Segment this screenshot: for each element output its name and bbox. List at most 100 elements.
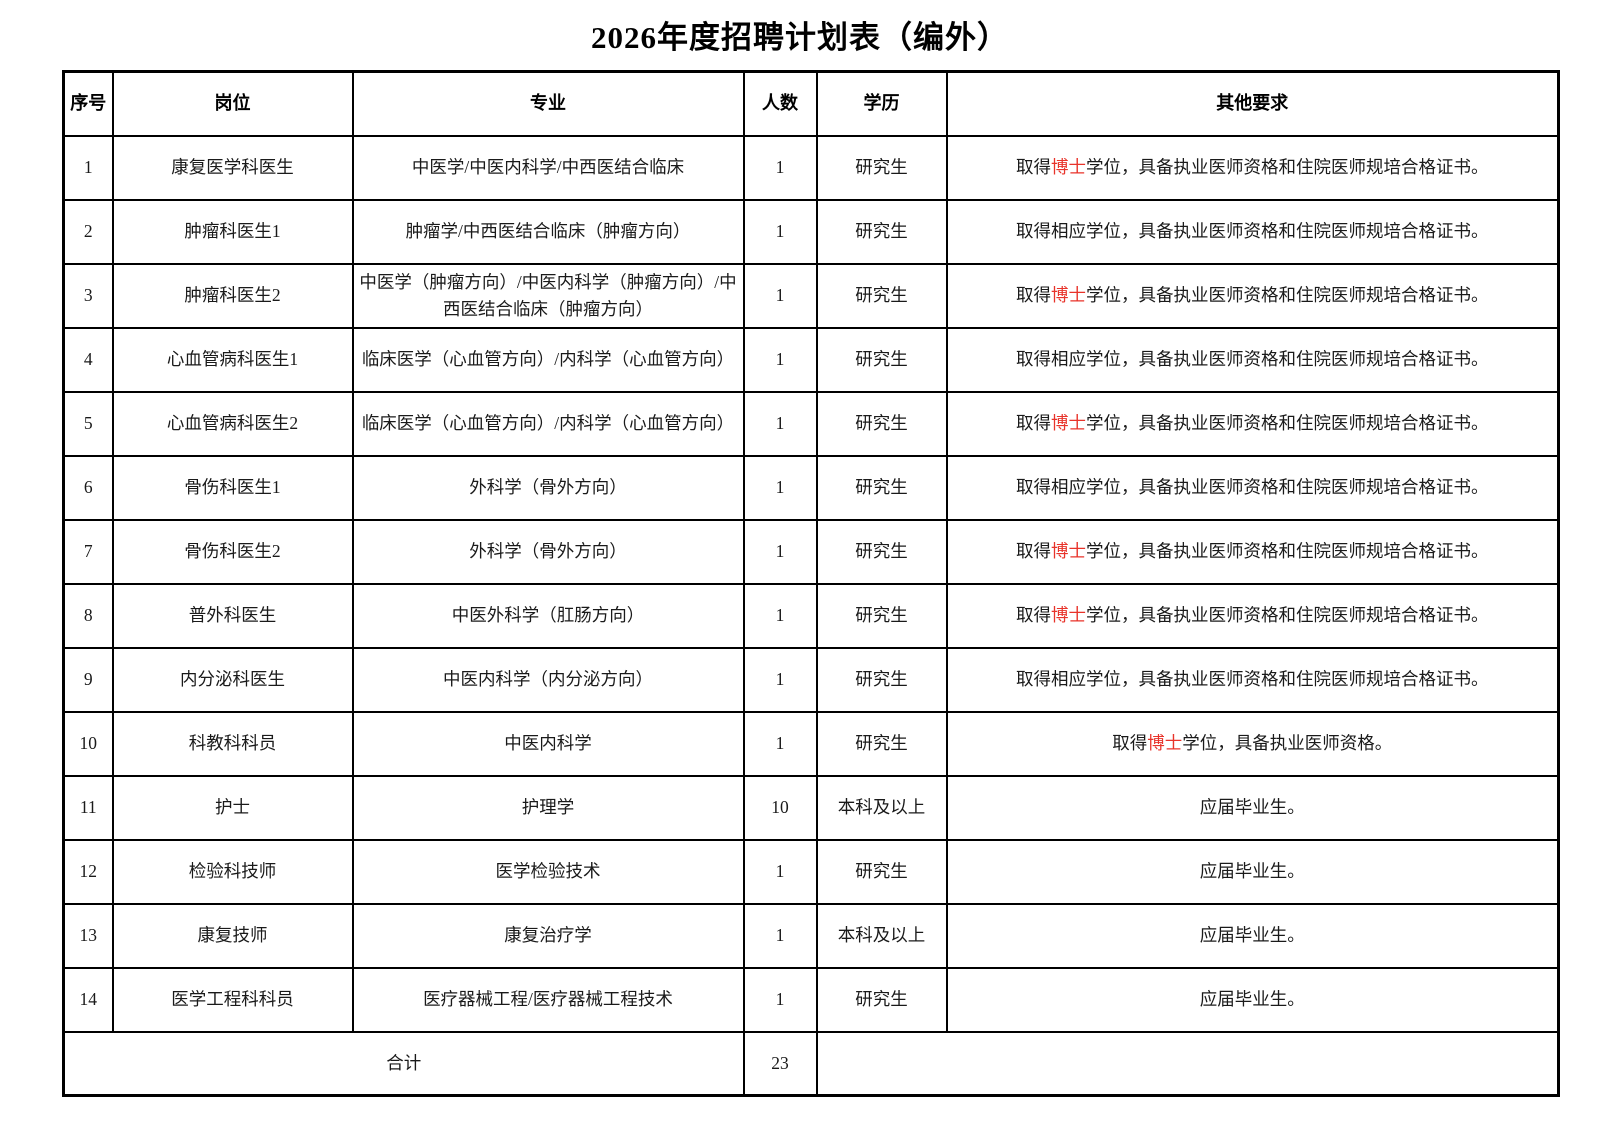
row-no-cell: 7 <box>62 518 114 585</box>
position-cell: 肿瘤科医生2 <box>111 262 354 329</box>
education-cell: 研究生 <box>815 646 948 713</box>
position-cell: 心血管病科医生1 <box>111 326 354 393</box>
requirement-highlight-doctorate: 博士 <box>1051 413 1086 433</box>
position-cell: 骨伤科医生2 <box>111 518 354 585</box>
position-cell: 护士 <box>111 774 354 841</box>
requirement-cell: 应届毕业生。 <box>945 838 1560 905</box>
position-cell: 心血管病科医生2 <box>111 390 354 457</box>
requirement-highlight-doctorate: 博士 <box>1147 733 1183 753</box>
education-cell: 研究生 <box>815 262 948 329</box>
count-cell: 1 <box>742 262 818 329</box>
row-no-cell: 2 <box>62 198 114 265</box>
row-no-cell: 11 <box>62 774 114 841</box>
table-row: 14 医学工程科科员 医疗器械工程/医疗器械工程技术 1 研究生 应届毕业生。 <box>62 966 1560 1033</box>
row-no-cell: 9 <box>62 646 114 713</box>
table-row: 3 肿瘤科医生2 中医学（肿瘤方向）/中医内科学（肿瘤方向）/中西医结合临床（肿瘤方… <box>62 262 1560 329</box>
education-cell: 研究生 <box>815 838 948 905</box>
table-head: 序号 岗位 专业 人数 学历 其他要求 <box>62 70 1560 137</box>
total-empty-cell <box>815 1030 1560 1097</box>
major-cell: 医疗器械工程/医疗器械工程技术 <box>351 966 745 1033</box>
count-cell: 1 <box>742 710 818 777</box>
requirement-cell: 应届毕业生。 <box>945 902 1560 969</box>
education-cell: 研究生 <box>815 518 948 585</box>
position-cell: 普外科医生 <box>111 582 354 649</box>
row-no-cell: 4 <box>62 326 114 393</box>
position-cell: 肿瘤科医生1 <box>111 198 354 265</box>
requirement-cell: 取得相应学位，具备执业医师资格和住院医师规培合格证书。 <box>945 454 1560 521</box>
position-cell: 科教科科员 <box>111 710 354 777</box>
table-row: 11 护士 护理学 10 本科及以上 应届毕业生。 <box>62 774 1560 841</box>
requirement-text: 学位，具备执业医师资格和住院医师规培合格证书。 <box>1086 413 1489 433</box>
row-no-cell: 6 <box>62 454 114 521</box>
column-header-4: 学历 <box>815 70 948 137</box>
row-no-cell: 5 <box>62 390 114 457</box>
requirement-text: 取得 <box>1112 733 1148 753</box>
total-label-cell: 合计 <box>62 1030 745 1097</box>
header-row: 序号 岗位 专业 人数 学历 其他要求 <box>62 70 1560 137</box>
requirement-text: 学位，具备执业医师资格和住院医师规培合格证书。 <box>1086 605 1489 625</box>
table-row: 13 康复技师 康复治疗学 1 本科及以上 应届毕业生。 <box>62 902 1560 969</box>
table-body: 1 康复医学科医生 中医学/中医内科学/中西医结合临床 1 研究生 取得博士学位，具备执业… <box>62 134 1560 1097</box>
education-cell: 研究生 <box>815 582 948 649</box>
major-cell: 中医内科学 <box>351 710 745 777</box>
position-cell: 康复技师 <box>111 902 354 969</box>
education-cell: 研究生 <box>815 198 948 265</box>
major-cell: 临床医学（心血管方向）/内科学（心血管方向） <box>351 326 745 393</box>
count-cell: 1 <box>742 582 818 649</box>
education-cell: 本科及以上 <box>815 774 948 841</box>
page-title: 2026年度招聘计划表（编外） <box>591 20 1009 55</box>
education-cell: 研究生 <box>815 966 948 1033</box>
table-row: 1 康复医学科医生 中医学/中医内科学/中西医结合临床 1 研究生 取得博士学位，具备执业… <box>62 134 1560 201</box>
requirement-cell: 取得相应学位，具备执业医师资格和住院医师规培合格证书。 <box>945 198 1560 265</box>
major-cell: 中医外科学（肛肠方向） <box>351 582 745 649</box>
requirement-highlight-doctorate: 博士 <box>1051 541 1086 561</box>
major-cell: 外科学（骨外方向） <box>351 518 745 585</box>
requirement-cell: 应届毕业生。 <box>945 966 1560 1033</box>
major-cell: 护理学 <box>351 774 745 841</box>
total-row: 合计 23 <box>62 1030 1560 1097</box>
requirement-cell: 取得博士学位，具备执业医师资格和住院医师规培合格证书。 <box>945 262 1560 329</box>
requirement-text: 取得相应学位，具备执业医师资格和住院医师规培合格证书。 <box>1016 477 1489 497</box>
table-row: 10 科教科科员 中医内科学 1 研究生 取得博士学位，具备执业医师资格。 <box>62 710 1560 777</box>
count-cell: 1 <box>742 454 818 521</box>
row-no-cell: 12 <box>62 838 114 905</box>
requirement-cell: 取得博士学位，具备执业医师资格和住院医师规培合格证书。 <box>945 518 1560 585</box>
major-cell: 医学检验技术 <box>351 838 745 905</box>
count-cell: 1 <box>742 518 818 585</box>
major-cell: 中医学（肿瘤方向）/中医内科学（肿瘤方向）/中西医结合临床（肿瘤方向） <box>351 262 745 329</box>
major-cell: 临床医学（心血管方向）/内科学（心血管方向） <box>351 390 745 457</box>
requirement-text: 学位，具备执业医师资格和住院医师规培合格证书。 <box>1086 285 1489 305</box>
requirement-cell: 取得博士学位，具备执业医师资格和住院医师规培合格证书。 <box>945 390 1560 457</box>
requirement-text: 取得相应学位，具备执业医师资格和住院医师规培合格证书。 <box>1016 221 1489 241</box>
column-header-5: 其他要求 <box>945 70 1560 137</box>
major-cell: 康复治疗学 <box>351 902 745 969</box>
education-cell: 研究生 <box>815 710 948 777</box>
requirement-cell: 取得相应学位，具备执业医师资格和住院医师规培合格证书。 <box>945 326 1560 393</box>
position-cell: 骨伤科医生1 <box>111 454 354 521</box>
count-cell: 1 <box>742 646 818 713</box>
education-cell: 研究生 <box>815 326 948 393</box>
table-row: 8 普外科医生 中医外科学（肛肠方向） 1 研究生 取得博士学位，具备执业医师资格和住院医… <box>62 582 1560 649</box>
requirement-text: 取得 <box>1016 285 1051 305</box>
requirement-cell: 取得博士学位，具备执业医师资格和住院医师规培合格证书。 <box>945 582 1560 649</box>
requirement-text: 取得 <box>1016 605 1051 625</box>
table-row: 2 肿瘤科医生1 肿瘤学/中西医结合临床（肿瘤方向） 1 研究生 取得相应学位，具备执业医… <box>62 198 1560 265</box>
row-no-cell: 10 <box>62 710 114 777</box>
major-cell: 中医学/中医内科学/中西医结合临床 <box>351 134 745 201</box>
requirement-text: 学位，具备执业医师资格和住院医师规培合格证书。 <box>1086 157 1489 177</box>
major-cell: 外科学（骨外方向） <box>351 454 745 521</box>
education-cell: 研究生 <box>815 454 948 521</box>
education-cell: 研究生 <box>815 390 948 457</box>
total-count-cell: 23 <box>742 1030 818 1097</box>
count-cell: 1 <box>742 966 818 1033</box>
row-no-cell: 8 <box>62 582 114 649</box>
count-cell: 1 <box>742 198 818 265</box>
requirement-cell: 取得相应学位，具备执业医师资格和住院医师规培合格证书。 <box>945 646 1560 713</box>
requirement-text: 取得 <box>1016 541 1051 561</box>
table-row: 12 检验科技师 医学检验技术 1 研究生 应届毕业生。 <box>62 838 1560 905</box>
requirement-text: 学位，具备执业医师资格和住院医师规培合格证书。 <box>1086 541 1489 561</box>
column-header-0: 序号 <box>62 70 114 137</box>
position-cell: 医学工程科科员 <box>111 966 354 1033</box>
row-no-cell: 13 <box>62 902 114 969</box>
